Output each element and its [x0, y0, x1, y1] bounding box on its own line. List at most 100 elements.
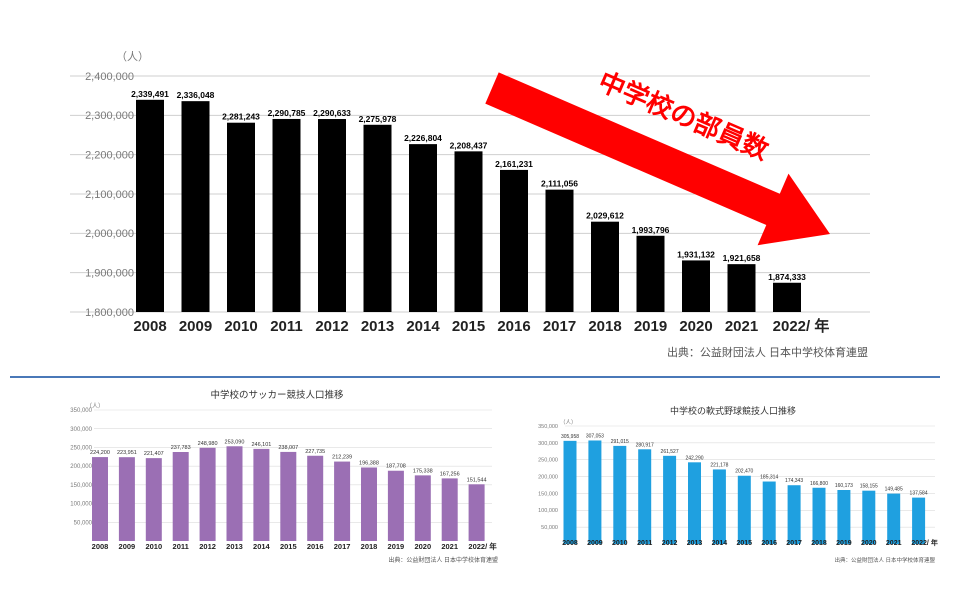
- bar: [118, 457, 135, 541]
- trend-arrow: 中学校の部員数: [485, 66, 830, 246]
- chart-title: 中学校のサッカー競技人口推移: [210, 389, 344, 401]
- x-tick-label: 2020: [414, 542, 431, 551]
- y-tick-label: 150,000: [538, 491, 558, 497]
- x-tick-label: 2016: [497, 318, 530, 335]
- bar: [591, 221, 619, 312]
- bar: [307, 455, 324, 541]
- value-label: 158,155: [860, 484, 878, 490]
- source-note: 出典：公益財団法人 日本中学校体育連盟: [834, 556, 935, 564]
- value-label: 2,275,978: [359, 114, 397, 124]
- x-tick-label: 2008: [562, 540, 578, 547]
- y-tick-label: 2,400,000: [85, 71, 134, 83]
- value-label: 212,239: [332, 455, 352, 461]
- x-tick-label: 2021: [441, 542, 458, 551]
- bar: [454, 151, 483, 312]
- value-label: 242,290: [685, 455, 703, 461]
- value-label: 2,336,048: [177, 90, 215, 100]
- value-label: 167,256: [440, 471, 460, 477]
- y-tick-label: 300,000: [538, 441, 558, 447]
- y-tick-label: 150,000: [70, 483, 92, 489]
- bar: [253, 448, 270, 541]
- unit-label: （人）: [86, 403, 104, 410]
- x-tick-label: 2019: [634, 318, 667, 335]
- value-label: 2,290,633: [313, 108, 351, 118]
- y-tick-label: 250,000: [538, 458, 558, 464]
- x-tick-label: 2010: [145, 542, 162, 551]
- x-tick-label: 2018: [811, 540, 827, 547]
- value-label: 237,783: [171, 445, 191, 451]
- bar: [588, 440, 602, 544]
- value-label: 305,958: [561, 434, 579, 440]
- x-tick-label: 2017: [543, 318, 576, 335]
- chart-3: 350,000 300,000 250,000 200,000 150,000 100,0…: [538, 405, 938, 564]
- x-tick-label: 2019: [836, 540, 852, 547]
- bar: [441, 478, 458, 541]
- value-label: 160,173: [835, 483, 853, 489]
- y-tick-label: 1,900,000: [85, 268, 134, 280]
- bar: [468, 484, 485, 541]
- x-tick-label: 2017: [786, 540, 802, 547]
- x-tick-label: 2012: [199, 542, 216, 551]
- x-tick-label: 2010: [612, 540, 628, 547]
- value-label: 2,290,785: [268, 108, 306, 118]
- x-tick-label: 2022/ 年: [773, 317, 830, 335]
- x-tick-label: 2012: [315, 318, 348, 335]
- value-label: 187,708: [386, 464, 406, 470]
- value-label: 202,470: [735, 469, 753, 475]
- y-tick-label: 2,100,000: [85, 189, 134, 201]
- x-tick-label: 2008: [133, 318, 166, 335]
- value-label: 185,314: [760, 475, 778, 481]
- bar: [272, 118, 301, 312]
- y-tick-label: 50,000: [541, 525, 558, 531]
- value-label: 2,161,231: [495, 159, 533, 169]
- bar: [737, 475, 751, 544]
- bar: [136, 99, 164, 313]
- y-tick-label: 50,000: [74, 520, 93, 526]
- bar: [92, 457, 108, 541]
- x-tick-label: 2008: [92, 542, 109, 551]
- bar: [887, 493, 901, 544]
- chart-1: 2,400,000 2,300,000 2,200,000 2,100,000 2,00…: [70, 50, 870, 359]
- value-label: 1,921,658: [723, 253, 761, 263]
- y-tick-label: 100,000: [70, 502, 92, 508]
- section-divider: [10, 376, 940, 378]
- bar: [712, 469, 726, 544]
- bar: [762, 481, 776, 544]
- value-label: 174,343: [785, 478, 803, 484]
- x-tick-label: 2019: [388, 542, 405, 551]
- x-tick-label: 2011: [270, 318, 303, 335]
- y-tick-label: 250,000: [70, 446, 92, 452]
- chart-2: 350,000 300,000 250,000 200,000 150,000 100,0…: [70, 389, 498, 564]
- value-label: 246,101: [251, 442, 271, 448]
- x-tick-label: 2022/ 年: [468, 541, 497, 551]
- bar: [912, 497, 926, 544]
- value-label: 261,527: [661, 449, 679, 455]
- value-label: 2,226,804: [404, 133, 442, 143]
- x-tick-label: 2015: [452, 318, 485, 335]
- bar: [862, 490, 876, 544]
- bar: [145, 458, 162, 541]
- chart-title: 中学校の軟式野球競技人口推移: [670, 405, 796, 416]
- x-tick-label: 2021: [725, 318, 758, 335]
- bar: [387, 470, 404, 541]
- value-label: 166,800: [810, 481, 828, 487]
- x-tick-label: 2011: [173, 542, 189, 551]
- bar: [563, 440, 577, 544]
- bar: [500, 169, 528, 312]
- value-label: 2,208,437: [450, 140, 488, 150]
- source-note: 出典：公益財団法人 日本中学校体育連盟: [388, 556, 498, 564]
- y-tick-label: 100,000: [538, 508, 558, 514]
- value-label: 137,584: [910, 491, 928, 497]
- value-label: 221,178: [710, 462, 728, 468]
- unit-label: （人）: [560, 419, 577, 426]
- value-label: 223,951: [117, 450, 137, 456]
- value-label: 280,917: [636, 442, 654, 448]
- value-label: 253,090: [225, 439, 245, 445]
- value-label: 2,111,056: [541, 179, 578, 189]
- bar: [280, 451, 297, 541]
- bar: [613, 445, 627, 544]
- x-tick-label: 2014: [406, 318, 440, 335]
- y-tick-label: 1,800,000: [85, 307, 134, 319]
- y-tick-label: 200,000: [538, 474, 558, 480]
